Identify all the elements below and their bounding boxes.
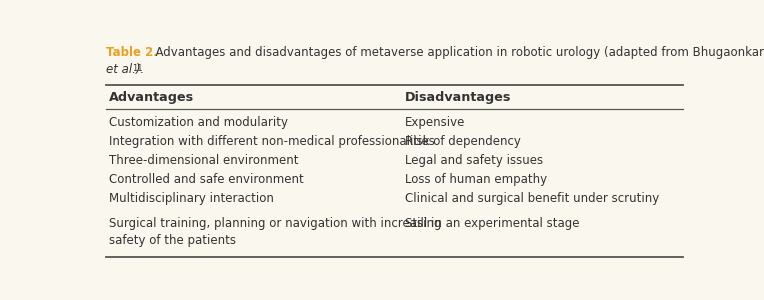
Text: Controlled and safe environment: Controlled and safe environment — [109, 173, 304, 186]
Text: Multidisciplinary interaction: Multidisciplinary interaction — [109, 192, 274, 205]
Text: Table 2.: Table 2. — [106, 46, 158, 59]
Text: Expensive: Expensive — [405, 116, 465, 129]
Text: 11: 11 — [132, 64, 143, 73]
Text: Surgical training, planning or navigation with increasing
safety of the patients: Surgical training, planning or navigatio… — [109, 217, 442, 247]
Text: Risk of dependency: Risk of dependency — [405, 135, 521, 148]
Text: Loss of human empathy: Loss of human empathy — [405, 173, 547, 186]
Text: Advantages and disadvantages of metaverse application in robotic urology (adapte: Advantages and disadvantages of metavers… — [148, 46, 764, 59]
Text: Legal and safety issues: Legal and safety issues — [405, 154, 543, 167]
Text: Integration with different non-medical professionalities: Integration with different non-medical p… — [109, 135, 435, 148]
Text: Still in an experimental stage: Still in an experimental stage — [405, 217, 580, 230]
Text: Customization and modularity: Customization and modularity — [109, 116, 288, 129]
Text: Disadvantages: Disadvantages — [405, 92, 512, 104]
Text: Advantages: Advantages — [109, 92, 194, 104]
Text: Clinical and surgical benefit under scrutiny: Clinical and surgical benefit under scru… — [405, 192, 659, 205]
Text: et al.).: et al.). — [106, 63, 144, 76]
Text: Three-dimensional environment: Three-dimensional environment — [109, 154, 299, 167]
